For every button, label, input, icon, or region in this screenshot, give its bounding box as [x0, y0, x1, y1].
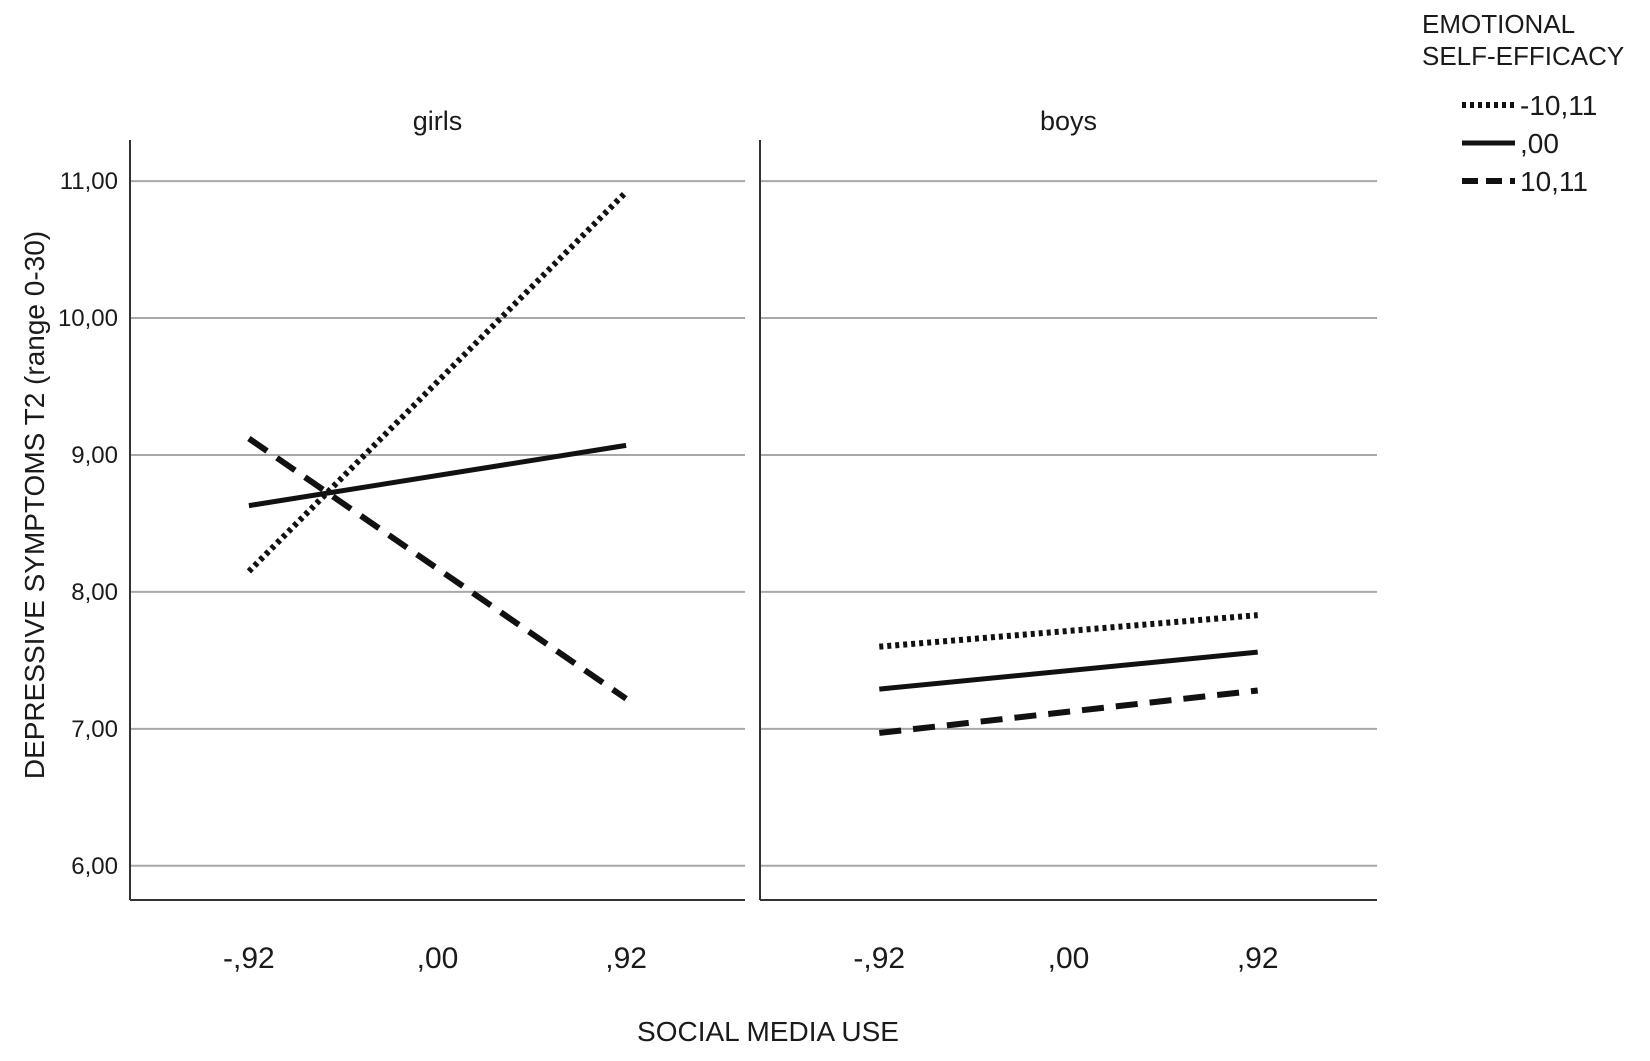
legend-label: 10,11 — [1520, 166, 1588, 197]
grid-layer — [130, 180, 1377, 867]
x-tick-label: -,92 — [853, 942, 905, 975]
y-tick-label: 11,00 — [60, 168, 118, 195]
series-line-girls-dotted — [246, 189, 629, 574]
axes-layer — [129, 140, 1377, 901]
series-layer — [246, 189, 1259, 736]
legend-title-line-1: EMOTIONAL — [1422, 9, 1575, 39]
x-tick-label: ,00 — [417, 942, 459, 975]
legend-label: -10,11 — [1520, 90, 1597, 121]
legend-label: ,00 — [1520, 128, 1559, 159]
legend: EMOTIONAL SELF-EFFICACY -10,11 ,00 10,11 — [1422, 9, 1624, 197]
y-tick-label: 6,00 — [71, 853, 118, 880]
series-line-boys-dotted — [879, 612, 1258, 650]
legend-title-line-2: SELF-EFFICACY — [1422, 41, 1624, 71]
x-tick-label: ,92 — [605, 942, 647, 975]
y-tick-label: 9,00 — [71, 442, 118, 469]
series-line-girls-dashed — [247, 436, 628, 702]
x-tick-label: -,92 — [223, 942, 275, 975]
series-line-boys-dashed — [878, 687, 1259, 736]
series-line-girls-solid — [248, 442, 627, 509]
y-tick-label: 7,00 — [71, 716, 118, 743]
text-layer: DEPRESSIVE SYMPTOMS T2 (range 0-30) SOCI… — [19, 106, 1279, 1047]
panel-title-boys: boys — [1040, 106, 1097, 136]
panel-title-girls: girls — [413, 106, 463, 136]
x-tick-label: ,00 — [1048, 942, 1090, 975]
x-axis-label: SOCIAL MEDIA USE — [637, 1016, 899, 1047]
series-line-boys-solid — [879, 649, 1258, 692]
y-tick-label: 8,00 — [71, 579, 118, 606]
x-tick-label: ,92 — [1237, 942, 1279, 975]
y-tick-label: 10,00 — [58, 305, 118, 332]
y-axis-label: DEPRESSIVE SYMPTOMS T2 (range 0-30) — [19, 231, 50, 779]
